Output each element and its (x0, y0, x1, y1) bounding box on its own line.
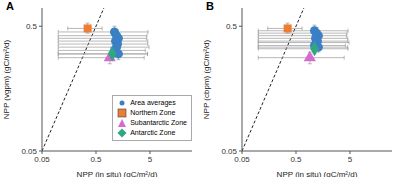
svg-text:0.05: 0.05 (21, 147, 37, 156)
html-text:Antarctic Zone: Antarctic Zone (130, 129, 176, 136)
svg-text:0.5: 0.5 (90, 155, 102, 164)
html-text:Subantarctic Zone: Subantarctic Zone (130, 119, 187, 126)
svg-text:5: 5 (148, 155, 153, 164)
svg-text:NPP (cbpm) (gC/m²/d): NPP (cbpm) (gC/m²/d) (202, 39, 211, 119)
html-text:Area averages: Area averages (130, 99, 176, 106)
svg-text:0.5: 0.5 (226, 22, 238, 31)
svg-text:NPP (in situ) (gC/m²/d): NPP (in situ) (gC/m²/d) (277, 170, 358, 177)
svg-text:NPP (in situ) (gC/m²/d): NPP (in situ) (gC/m²/d) (77, 170, 158, 177)
html-text:Northern Zone: Northern Zone (130, 109, 176, 116)
svg-text:0.5: 0.5 (26, 22, 38, 31)
html-text:B: B (206, 0, 214, 12)
svg-text:0.05: 0.05 (221, 147, 237, 156)
svg-text:0.05: 0.05 (34, 155, 50, 164)
svg-text:5: 5 (348, 155, 353, 164)
svg-text:0.5: 0.5 (290, 155, 302, 164)
svg-text:0.05: 0.05 (234, 155, 250, 164)
svg-text:NPP (vgpm) (gC/m²/d): NPP (vgpm) (gC/m²/d) (8, 39, 11, 119)
html-text:A: A (6, 0, 14, 12)
